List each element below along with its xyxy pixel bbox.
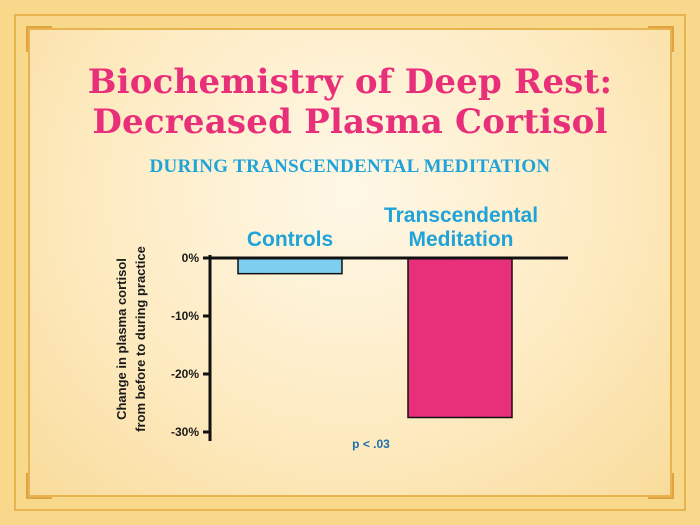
y-axis-title-line-1: Change in plasma cortisol — [114, 258, 129, 420]
title-line-2: Decreased Plasma Cortisol — [92, 102, 608, 142]
y-tick-label: 0% — [182, 251, 200, 265]
category-label: Controls — [247, 228, 333, 251]
border-line — [14, 14, 686, 511]
y-axis-ticks: 0% -10% -20% -30% — [171, 251, 211, 439]
slide-subtitle: DURING TRANSCENDENTAL MEDITATION — [149, 156, 551, 177]
title-line-1: Biochemistry of Deep Rest: — [87, 62, 613, 102]
category-label: Transcendental — [384, 204, 538, 227]
y-tick-label: -20% — [171, 367, 199, 381]
category-label: Meditation — [409, 228, 514, 251]
slide-title: Biochemistry of Deep Rest: Decreased Pla… — [0, 62, 700, 142]
bar-transcendental-meditation — [407, 257, 513, 419]
significance-note: p < .03 — [352, 437, 390, 451]
y-tick-label: -10% — [171, 309, 199, 323]
bar-controls — [237, 257, 343, 275]
y-axis-title-line-2: from before to during practice — [133, 246, 148, 432]
slide-panel — [28, 28, 672, 497]
bars — [237, 257, 513, 419]
y-tick-label: -30% — [171, 425, 199, 439]
